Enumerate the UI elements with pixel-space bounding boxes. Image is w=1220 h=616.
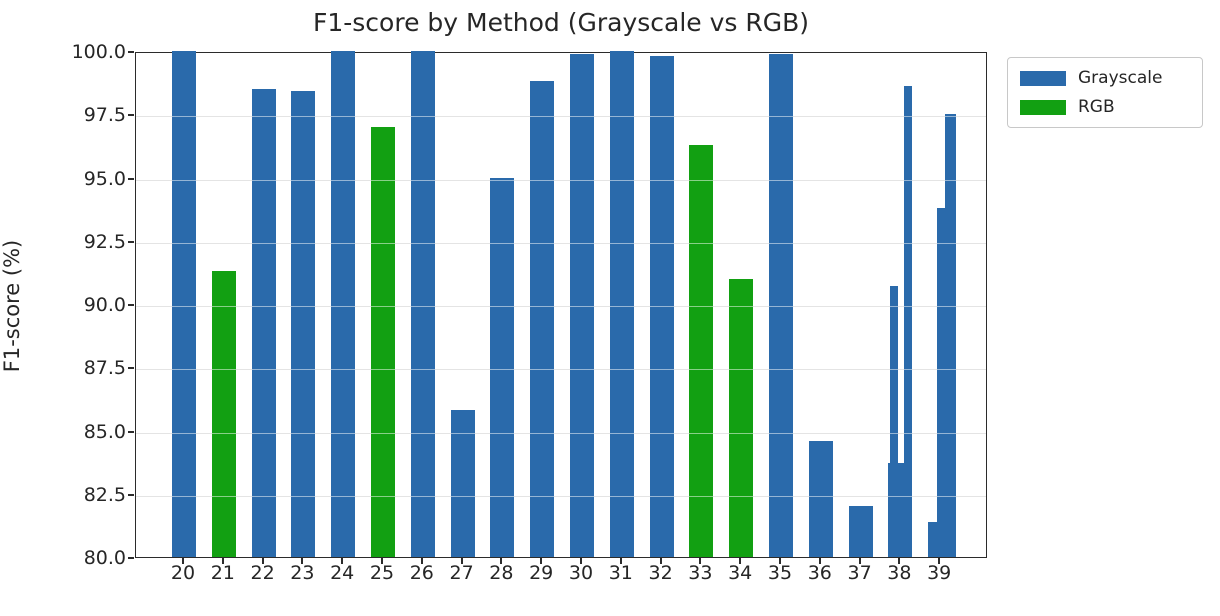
x-tick-mark [619,558,622,564]
x-tick-label: 22 [250,562,275,584]
x-tick-label: 38 [887,562,912,584]
x-tick-label: 32 [648,562,673,584]
x-tick-label: 28 [489,562,514,584]
x-tick-label: 39 [927,562,952,584]
x-tick-label: 33 [688,562,713,584]
bar-grayscale-37 [848,506,873,557]
y-tick-label: 95.0 [83,167,126,190]
y-tick-label: 85.0 [83,420,126,443]
x-tick-mark [381,558,383,564]
legend-label-grayscale: Grayscale [1078,68,1163,88]
x-tick-mark [182,558,184,564]
x-tick-label: 20 [170,562,196,584]
plot-area [135,51,987,558]
y-tick-mark [128,114,134,117]
x-tick-label: 21 [210,562,235,584]
x-tick-mark [818,558,821,564]
bar-grayscale-27 [450,410,475,557]
bar-rgb-34 [729,278,754,557]
bar-grayscale-20 [172,51,196,557]
bar-rgb-33 [689,144,714,557]
y-tick-label: 90.0 [83,294,126,316]
gridline-overlay [136,179,986,181]
x-tick-mark [540,558,543,564]
x-tick-mark [898,558,901,564]
gridline-overlay [136,242,986,244]
x-tick-mark [301,558,304,564]
x-tick-label: 23 [290,562,315,584]
bar-grayscale-24 [331,51,356,557]
y-tick-mark [128,430,134,433]
rgb-color-swatch [1020,99,1066,115]
x-tick-label: 36 [807,562,832,584]
bar-rgb-21 [211,271,236,557]
y-tick-label: 100.0 [71,41,126,63]
bar-grayscale-31 [609,51,634,557]
legend-item-grayscale: Grayscale [1020,68,1190,88]
bar-grayscale-29 [530,81,555,557]
gridline-overlay [136,369,986,371]
bar-grayscale-38 [904,86,913,557]
x-tick-label: 35 [767,562,793,584]
x-tick-mark [580,558,582,564]
legend: Grayscale RGB [1007,57,1203,128]
x-tick-label: 25 [369,562,395,584]
bar-rgb-25 [371,126,395,557]
x-tick-mark [221,558,224,564]
x-tick-label: 29 [529,562,554,584]
legend-label-rgb: RGB [1078,97,1115,117]
x-tick-mark [659,558,662,564]
x-tick-label: 27 [449,562,474,584]
x-tick-mark [420,558,423,564]
x-tick-label: 37 [847,562,872,584]
x-tick-label: 30 [568,562,594,584]
y-tick-mark [128,493,134,496]
chart-title: F1-score by Method (Grayscale vs RGB) [312,8,810,37]
x-tick-label: 34 [728,562,753,584]
x-tick-mark [341,558,344,564]
gridline-overlay [136,495,986,497]
y-tick-label: 97.5 [83,104,126,127]
y-tick-mark [128,367,134,370]
grayscale-color-swatch [1020,70,1066,86]
x-tick-mark [938,558,941,564]
x-tick-mark [460,558,463,564]
x-tick-label: 26 [409,562,434,584]
x-tick-mark [858,558,861,564]
bar-grayscale-36 [808,440,833,557]
x-tick-mark [261,558,264,564]
bar-grayscale-26 [410,51,435,557]
y-tick-mark [128,177,134,180]
bar-grayscale-22 [251,88,276,557]
x-tick-mark [779,558,781,564]
x-tick-mark [739,558,742,564]
x-tick-label: 24 [330,562,355,584]
bar-grayscale-35 [769,53,793,557]
bar-grayscale-30 [570,53,594,557]
y-tick-label: 87.5 [83,357,126,380]
y-tick-label: 82.5 [83,483,126,506]
bar-grayscale-28 [490,177,515,557]
gridline-overlay [136,432,986,434]
y-tick-label: 92.5 [83,230,126,253]
y-tick-mark [128,557,134,559]
x-tick-mark [699,558,702,564]
y-tick-label: 80.0 [83,547,126,569]
x-tick-label: 31 [608,562,633,584]
y-tick-mark [128,304,134,306]
bar-grayscale-39 [945,114,956,557]
bar-grayscale-23 [291,91,316,557]
gridline-overlay [136,306,986,307]
bar-grayscale-38 [889,286,898,557]
y-tick-mark [128,240,134,243]
gridline-overlay [136,116,986,118]
x-tick-mark [500,558,503,564]
legend-item-rgb: RGB [1020,97,1190,117]
y-tick-mark [128,51,134,53]
